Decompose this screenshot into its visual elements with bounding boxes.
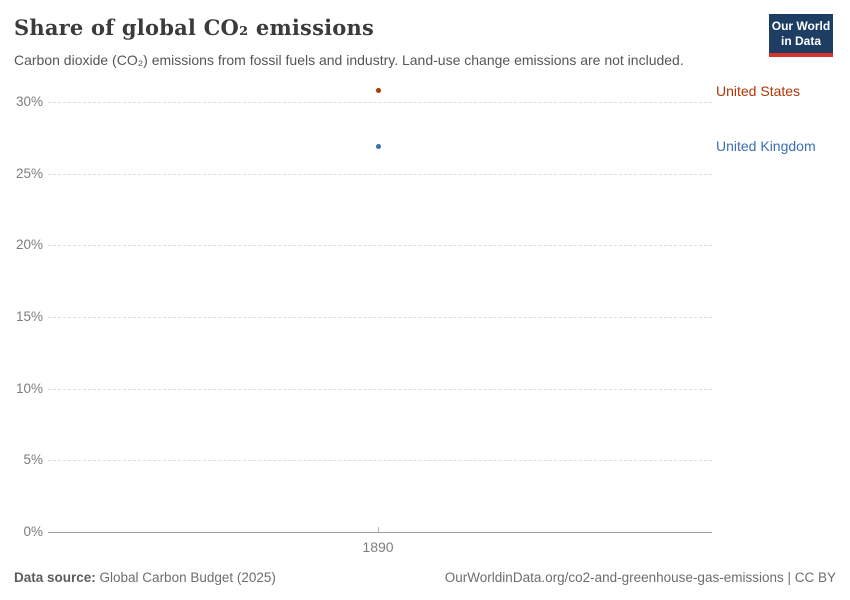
owid-logo: Our World in Data bbox=[769, 14, 833, 57]
data-source: Data source: Global Carbon Budget (2025) bbox=[14, 570, 276, 585]
data-source-label: Data source: bbox=[14, 570, 96, 585]
y-gridline-20 bbox=[48, 245, 712, 247]
data-source-value: Global Carbon Budget (2025) bbox=[95, 570, 276, 585]
y-axis-tick-label-25: 25% bbox=[15, 165, 43, 181]
y-gridline-25 bbox=[48, 173, 712, 175]
y-axis-tick-label-20: 20% bbox=[15, 237, 43, 253]
footer-separator: | bbox=[783, 570, 795, 585]
footer-credit: OurWorldinData.org/co2-and-greenhouse-ga… bbox=[445, 570, 836, 585]
owid-url-link[interactable]: OurWorldinData.org/co2-and-greenhouse-ga… bbox=[444, 570, 784, 585]
y-gridline-30 bbox=[48, 102, 712, 103]
y-axis-tick-label-15: 15% bbox=[15, 309, 43, 324]
x-axis-line bbox=[48, 532, 712, 533]
y-gridline-10 bbox=[48, 388, 712, 390]
data-point-united-states[interactable] bbox=[375, 88, 381, 94]
owid-logo-line1: Our World bbox=[771, 19, 831, 33]
y-gridline-15 bbox=[48, 317, 712, 318]
y-axis-tick-label-30: 30% bbox=[15, 94, 43, 109]
y-axis-tick-label-10: 10% bbox=[15, 380, 43, 396]
x-axis-tick-label: 1890 bbox=[362, 539, 394, 555]
legend-label-united-states[interactable]: United States bbox=[716, 82, 801, 99]
y-axis-tick-label-0: 0% bbox=[23, 524, 43, 539]
data-point-united-kingdom[interactable] bbox=[375, 143, 381, 149]
legend-label-united-kingdom[interactable]: United Kingdom bbox=[716, 138, 816, 155]
owid-logo-line2: in Data bbox=[780, 34, 821, 48]
chart-title: Share of global CO₂ emissions bbox=[14, 15, 374, 40]
y-axis-tick-label-5: 5% bbox=[23, 452, 43, 468]
y-gridline-5 bbox=[48, 460, 712, 462]
x-axis-tick bbox=[378, 527, 379, 532]
chart-subtitle: Carbon dioxide (CO₂) emissions from foss… bbox=[14, 52, 684, 68]
license-label: CC BY bbox=[794, 570, 836, 585]
